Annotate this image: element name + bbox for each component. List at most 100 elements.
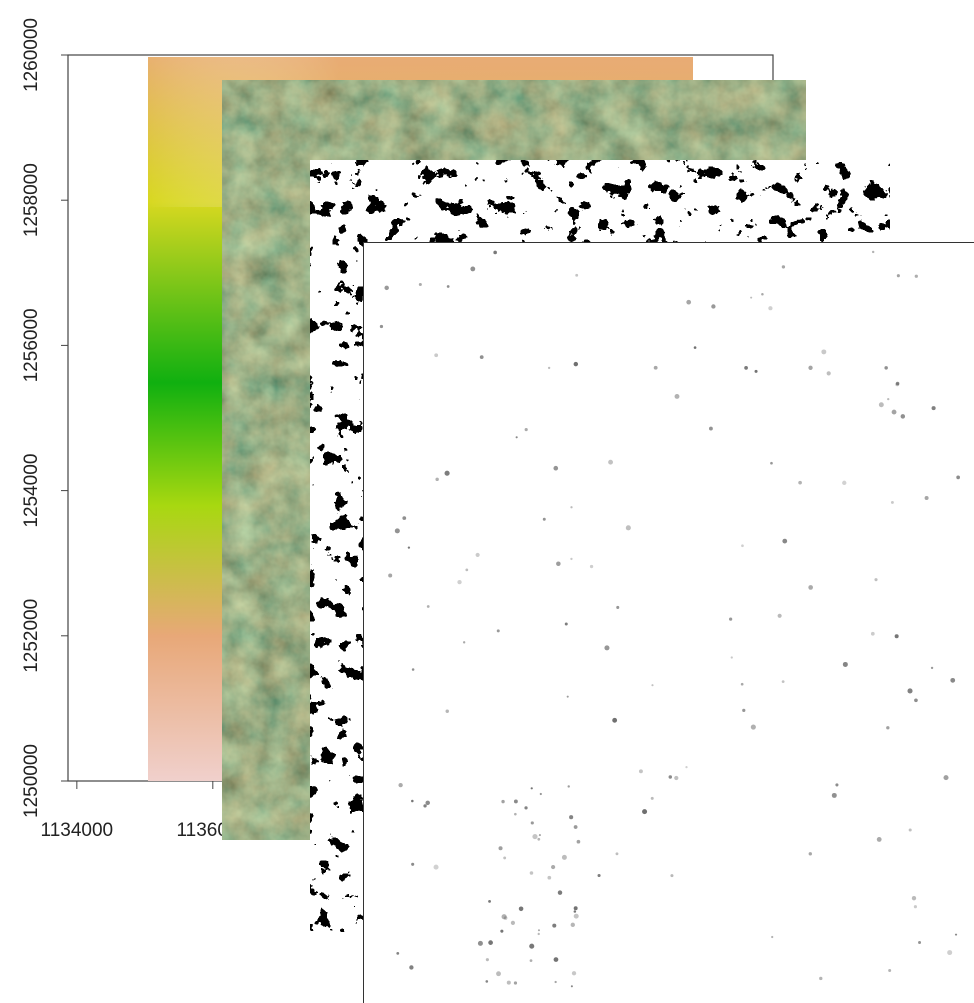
figure: 1250000 1252000 1254000 1256000 1258000 12600… (0, 0, 974, 1003)
point (478, 941, 483, 946)
point (525, 428, 528, 431)
point (514, 813, 517, 816)
y-tick-label: 1250000 (21, 744, 42, 818)
point (755, 370, 758, 373)
point (409, 965, 413, 969)
point (470, 266, 475, 271)
point (570, 506, 572, 508)
point (626, 525, 631, 530)
point (709, 427, 713, 431)
point (514, 799, 518, 803)
point (553, 466, 558, 471)
point (547, 876, 551, 880)
point (398, 783, 402, 787)
point (932, 406, 936, 410)
point (654, 366, 658, 370)
point (651, 684, 653, 686)
point (571, 985, 573, 987)
point (500, 930, 503, 933)
point (384, 286, 388, 290)
point (887, 398, 889, 400)
point (476, 553, 480, 557)
point (782, 539, 787, 544)
x-tick-label: 1134000 (41, 820, 114, 841)
point (741, 683, 744, 686)
point (540, 793, 542, 795)
point (499, 846, 503, 850)
point (931, 667, 933, 669)
point (552, 924, 556, 928)
point (543, 518, 546, 521)
point (915, 275, 918, 278)
point (608, 460, 613, 465)
point (380, 325, 383, 328)
point (493, 251, 497, 255)
point (809, 852, 812, 855)
point (778, 614, 782, 618)
point (731, 656, 733, 658)
point (808, 585, 813, 590)
point (670, 874, 673, 877)
point (742, 709, 745, 712)
point (674, 776, 678, 780)
point (821, 349, 826, 354)
point (675, 394, 680, 399)
y-tick-label: 1258000 (21, 163, 42, 237)
point (694, 346, 697, 349)
point (537, 838, 540, 841)
point (551, 865, 555, 869)
point (395, 528, 400, 533)
point (411, 800, 414, 803)
point (891, 501, 894, 504)
point (514, 981, 517, 984)
point (568, 785, 570, 787)
point (554, 957, 559, 962)
point (871, 632, 875, 636)
point (538, 933, 540, 935)
point (548, 367, 550, 369)
point (575, 274, 578, 277)
point (524, 806, 527, 809)
point (388, 574, 392, 578)
point (574, 914, 579, 919)
point (396, 952, 399, 955)
point (531, 821, 534, 824)
point (402, 516, 406, 520)
point (685, 766, 687, 768)
point (434, 353, 438, 357)
point (503, 857, 506, 860)
y-tick-label: 1256000 (21, 308, 42, 382)
point (423, 804, 426, 807)
point (447, 285, 450, 288)
y-tick-label: 1260000 (21, 18, 42, 92)
point (686, 300, 691, 305)
point (669, 775, 672, 778)
point (925, 496, 929, 500)
point (901, 414, 905, 418)
point (529, 944, 534, 949)
point (411, 863, 414, 866)
points-raster (364, 243, 974, 1003)
point (874, 578, 877, 581)
point (835, 783, 838, 786)
y-tick-label: 1254000 (21, 454, 42, 528)
point (955, 934, 957, 936)
point (565, 622, 568, 625)
point (616, 606, 619, 609)
point (950, 678, 955, 683)
point (531, 787, 533, 789)
point (480, 355, 484, 359)
point (488, 900, 491, 903)
point (897, 274, 900, 277)
y-tick-label: 1252000 (21, 599, 42, 673)
point (761, 293, 764, 296)
point (886, 726, 889, 729)
point (842, 481, 846, 485)
point (711, 304, 715, 308)
point (590, 565, 593, 568)
point (909, 828, 912, 831)
point (827, 371, 831, 375)
point (918, 941, 921, 944)
point (574, 906, 578, 910)
point (872, 251, 874, 253)
